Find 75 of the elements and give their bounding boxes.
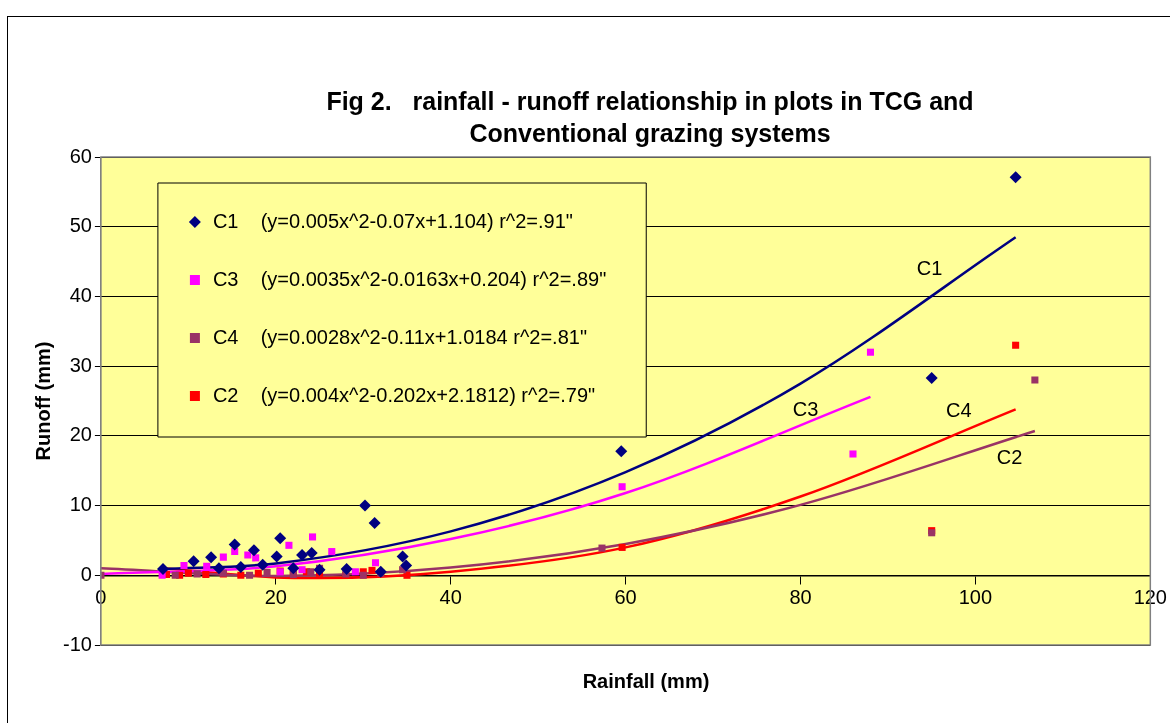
y-tick-label: 60: [69, 144, 92, 167]
point: [287, 562, 300, 575]
point: [849, 450, 857, 458]
y-tick-label: 50: [69, 214, 92, 237]
point: [187, 555, 200, 568]
point: [305, 546, 318, 559]
point: [171, 571, 179, 579]
annotation: C3: [792, 398, 819, 421]
point: [254, 569, 262, 577]
y-tick-label: -10: [63, 632, 92, 655]
point: [400, 559, 413, 572]
point: [237, 571, 245, 579]
point: [228, 538, 241, 551]
point: [313, 563, 326, 576]
y-tick-label: 0: [80, 562, 92, 585]
point: [618, 543, 626, 551]
legend-label: C2 (y=0.004x^2-0.202x+2.1812) r^2=.79": [212, 383, 596, 406]
line-series: [100, 429, 1037, 578]
point: [371, 559, 380, 567]
y-tick-label: 30: [69, 353, 92, 376]
point: [359, 499, 372, 512]
point: [368, 566, 376, 574]
point: [403, 571, 411, 579]
x-tick-label: 100: [958, 585, 993, 608]
point: [309, 533, 317, 541]
legend-label: C1 (y=0.005x^2-0.07x+1.104) r^2=.91": [212, 209, 573, 232]
point: [193, 570, 201, 578]
chart-title: Fig 2. rainfall - runoff relationship in plots in TCG and Conventional grazing systems: [325, 86, 975, 149]
y-axis-title: Runoff (mm): [31, 341, 54, 461]
point: [925, 371, 938, 384]
annotation: C4: [946, 399, 972, 422]
point: [1012, 341, 1020, 349]
point: [598, 544, 606, 552]
point: [340, 563, 353, 576]
legend-label: C3 (y=0.0035x^2-0.0163x+0.204) r^2=.89": [212, 267, 607, 290]
x-tick-label: 60: [614, 585, 637, 608]
y-tick-label: 20: [69, 423, 92, 446]
point: [234, 560, 247, 573]
point: [219, 553, 227, 561]
point: [374, 565, 387, 578]
point: [618, 483, 626, 491]
point: [866, 348, 875, 356]
annotation: C2: [996, 445, 1023, 468]
point: [184, 569, 192, 577]
point: [244, 551, 252, 559]
point: [615, 445, 628, 458]
legend-label: C4 (y=0.0028x^2-0.11x+1.0184 r^2=.81": [212, 325, 587, 348]
annotation: C1: [916, 256, 943, 279]
point: [157, 563, 169, 576]
point: [368, 517, 381, 529]
point: [307, 568, 315, 576]
point: [246, 571, 254, 579]
point: [298, 566, 306, 574]
point: [1031, 376, 1039, 384]
point: [274, 532, 287, 545]
point: [270, 550, 283, 563]
point: [180, 561, 188, 570]
y-tick-label: 10: [69, 493, 92, 516]
x-tick-label: 20: [264, 585, 287, 608]
point: [1009, 171, 1022, 184]
point: [212, 562, 225, 575]
point: [205, 551, 218, 564]
x-tick-label: 80: [789, 585, 812, 608]
point: [396, 550, 409, 563]
x-tick-label: 120: [1133, 585, 1167, 608]
point: [202, 571, 210, 579]
x-axis-title: Rainfall (mm): [581, 670, 711, 693]
point: [256, 558, 269, 571]
y-tick-label: 40: [69, 283, 92, 306]
point: [328, 548, 336, 556]
x-tick-label: 40: [439, 585, 462, 608]
point: [351, 568, 359, 576]
point: [247, 544, 260, 557]
point: [203, 562, 211, 570]
point: [285, 541, 293, 549]
